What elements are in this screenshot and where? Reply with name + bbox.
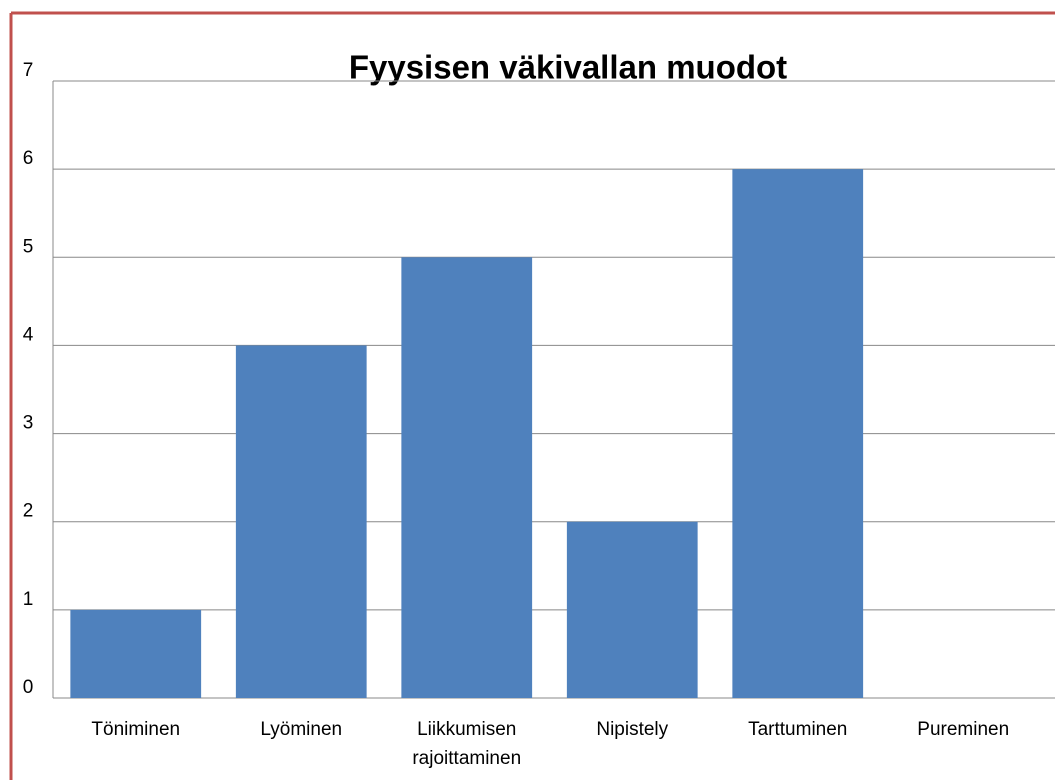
y-tick-label: 7	[23, 60, 34, 81]
bar	[401, 257, 533, 698]
bar	[732, 169, 864, 699]
x-tick-label: Töniminen	[91, 719, 180, 740]
x-tick-label: Pureminen	[917, 719, 1009, 740]
y-tick-label: 1	[23, 589, 34, 610]
y-tick-label: 2	[23, 501, 34, 522]
y-tick-label: 5	[23, 236, 34, 257]
x-tick-label: Tarttuminen	[748, 719, 847, 740]
y-tick-label: 3	[23, 413, 34, 434]
bar	[235, 345, 367, 698]
chart-title: Fyysisen väkivallan muodot	[349, 49, 787, 86]
y-tick-label: 4	[23, 324, 34, 345]
y-tick-label: 0	[23, 677, 34, 698]
bar	[566, 521, 698, 698]
bar	[70, 609, 202, 698]
x-tick-label: Lyöminen	[260, 719, 342, 740]
y-tick-label: 6	[23, 148, 34, 169]
x-tick-label: Liikkumisen rajoittaminen	[412, 719, 521, 769]
x-tick-label: Nipistely	[596, 719, 668, 740]
